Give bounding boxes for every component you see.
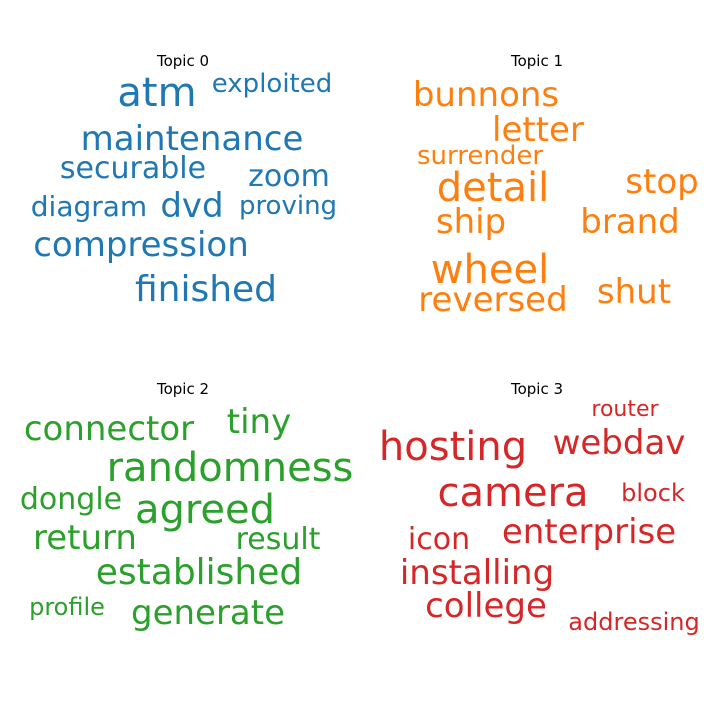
topic-3-word: college bbox=[425, 586, 547, 626]
topic-3-word: installing bbox=[399, 553, 555, 593]
topic-2-word: dongle bbox=[19, 482, 123, 517]
topic-2-word: tiny bbox=[226, 402, 292, 442]
topic-2-word: agreed bbox=[134, 487, 276, 533]
topic-0-word: diagram bbox=[30, 190, 148, 223]
topic-1-word: bunnons bbox=[412, 75, 560, 115]
topic-2-word: profile bbox=[29, 593, 105, 621]
topic-1-word: letter bbox=[492, 110, 584, 150]
topic-0-word: compression bbox=[33, 225, 249, 265]
topic-3-word: addressing bbox=[568, 608, 700, 636]
topic-1-word: reversed bbox=[418, 280, 568, 320]
topic-1-title: Topic 1 bbox=[510, 52, 564, 70]
topic-3-word: enterprise bbox=[501, 512, 677, 552]
topic-1-word: detail bbox=[436, 165, 550, 211]
topic-3-word: camera bbox=[437, 470, 589, 516]
topic-3-word: router bbox=[591, 397, 659, 422]
topic-2-title: Topic 2 bbox=[156, 380, 210, 398]
topic-1-word: stop bbox=[625, 162, 699, 202]
topic-0-title: Topic 0 bbox=[156, 52, 210, 70]
topic-3-title: Topic 3 bbox=[510, 380, 564, 398]
topic-2-word: randomness bbox=[106, 445, 354, 491]
topic-2-word: return bbox=[33, 518, 137, 558]
topic-2-word: connector bbox=[23, 409, 195, 449]
topic-3-word: icon bbox=[407, 522, 471, 557]
topic-0-word: finished bbox=[134, 269, 278, 310]
topic-1-word: ship bbox=[435, 202, 507, 242]
topic-1-word: wheel bbox=[430, 247, 550, 293]
topic-0-word: zoom bbox=[248, 159, 330, 194]
topic-3-word: hosting bbox=[378, 424, 528, 470]
topic-0-word: securable bbox=[59, 151, 207, 186]
topic-3-word: block bbox=[621, 479, 685, 507]
topic-2-word: established bbox=[95, 552, 303, 593]
topic-0-word: exploited bbox=[211, 69, 333, 99]
topic-0-word: maintenance bbox=[80, 119, 304, 159]
topic-1-word: surrender bbox=[416, 141, 544, 171]
topic-3-word: webdav bbox=[552, 423, 686, 463]
topic-0-word: atm bbox=[117, 70, 197, 116]
topic-0-word: proving bbox=[238, 191, 338, 221]
topic-0-word: dvd bbox=[160, 186, 224, 226]
topic-1-word: brand bbox=[580, 202, 680, 242]
topic-1-word: shut bbox=[596, 272, 672, 312]
topic-2-word: result bbox=[235, 522, 321, 557]
topic-2-word: generate bbox=[130, 593, 286, 633]
